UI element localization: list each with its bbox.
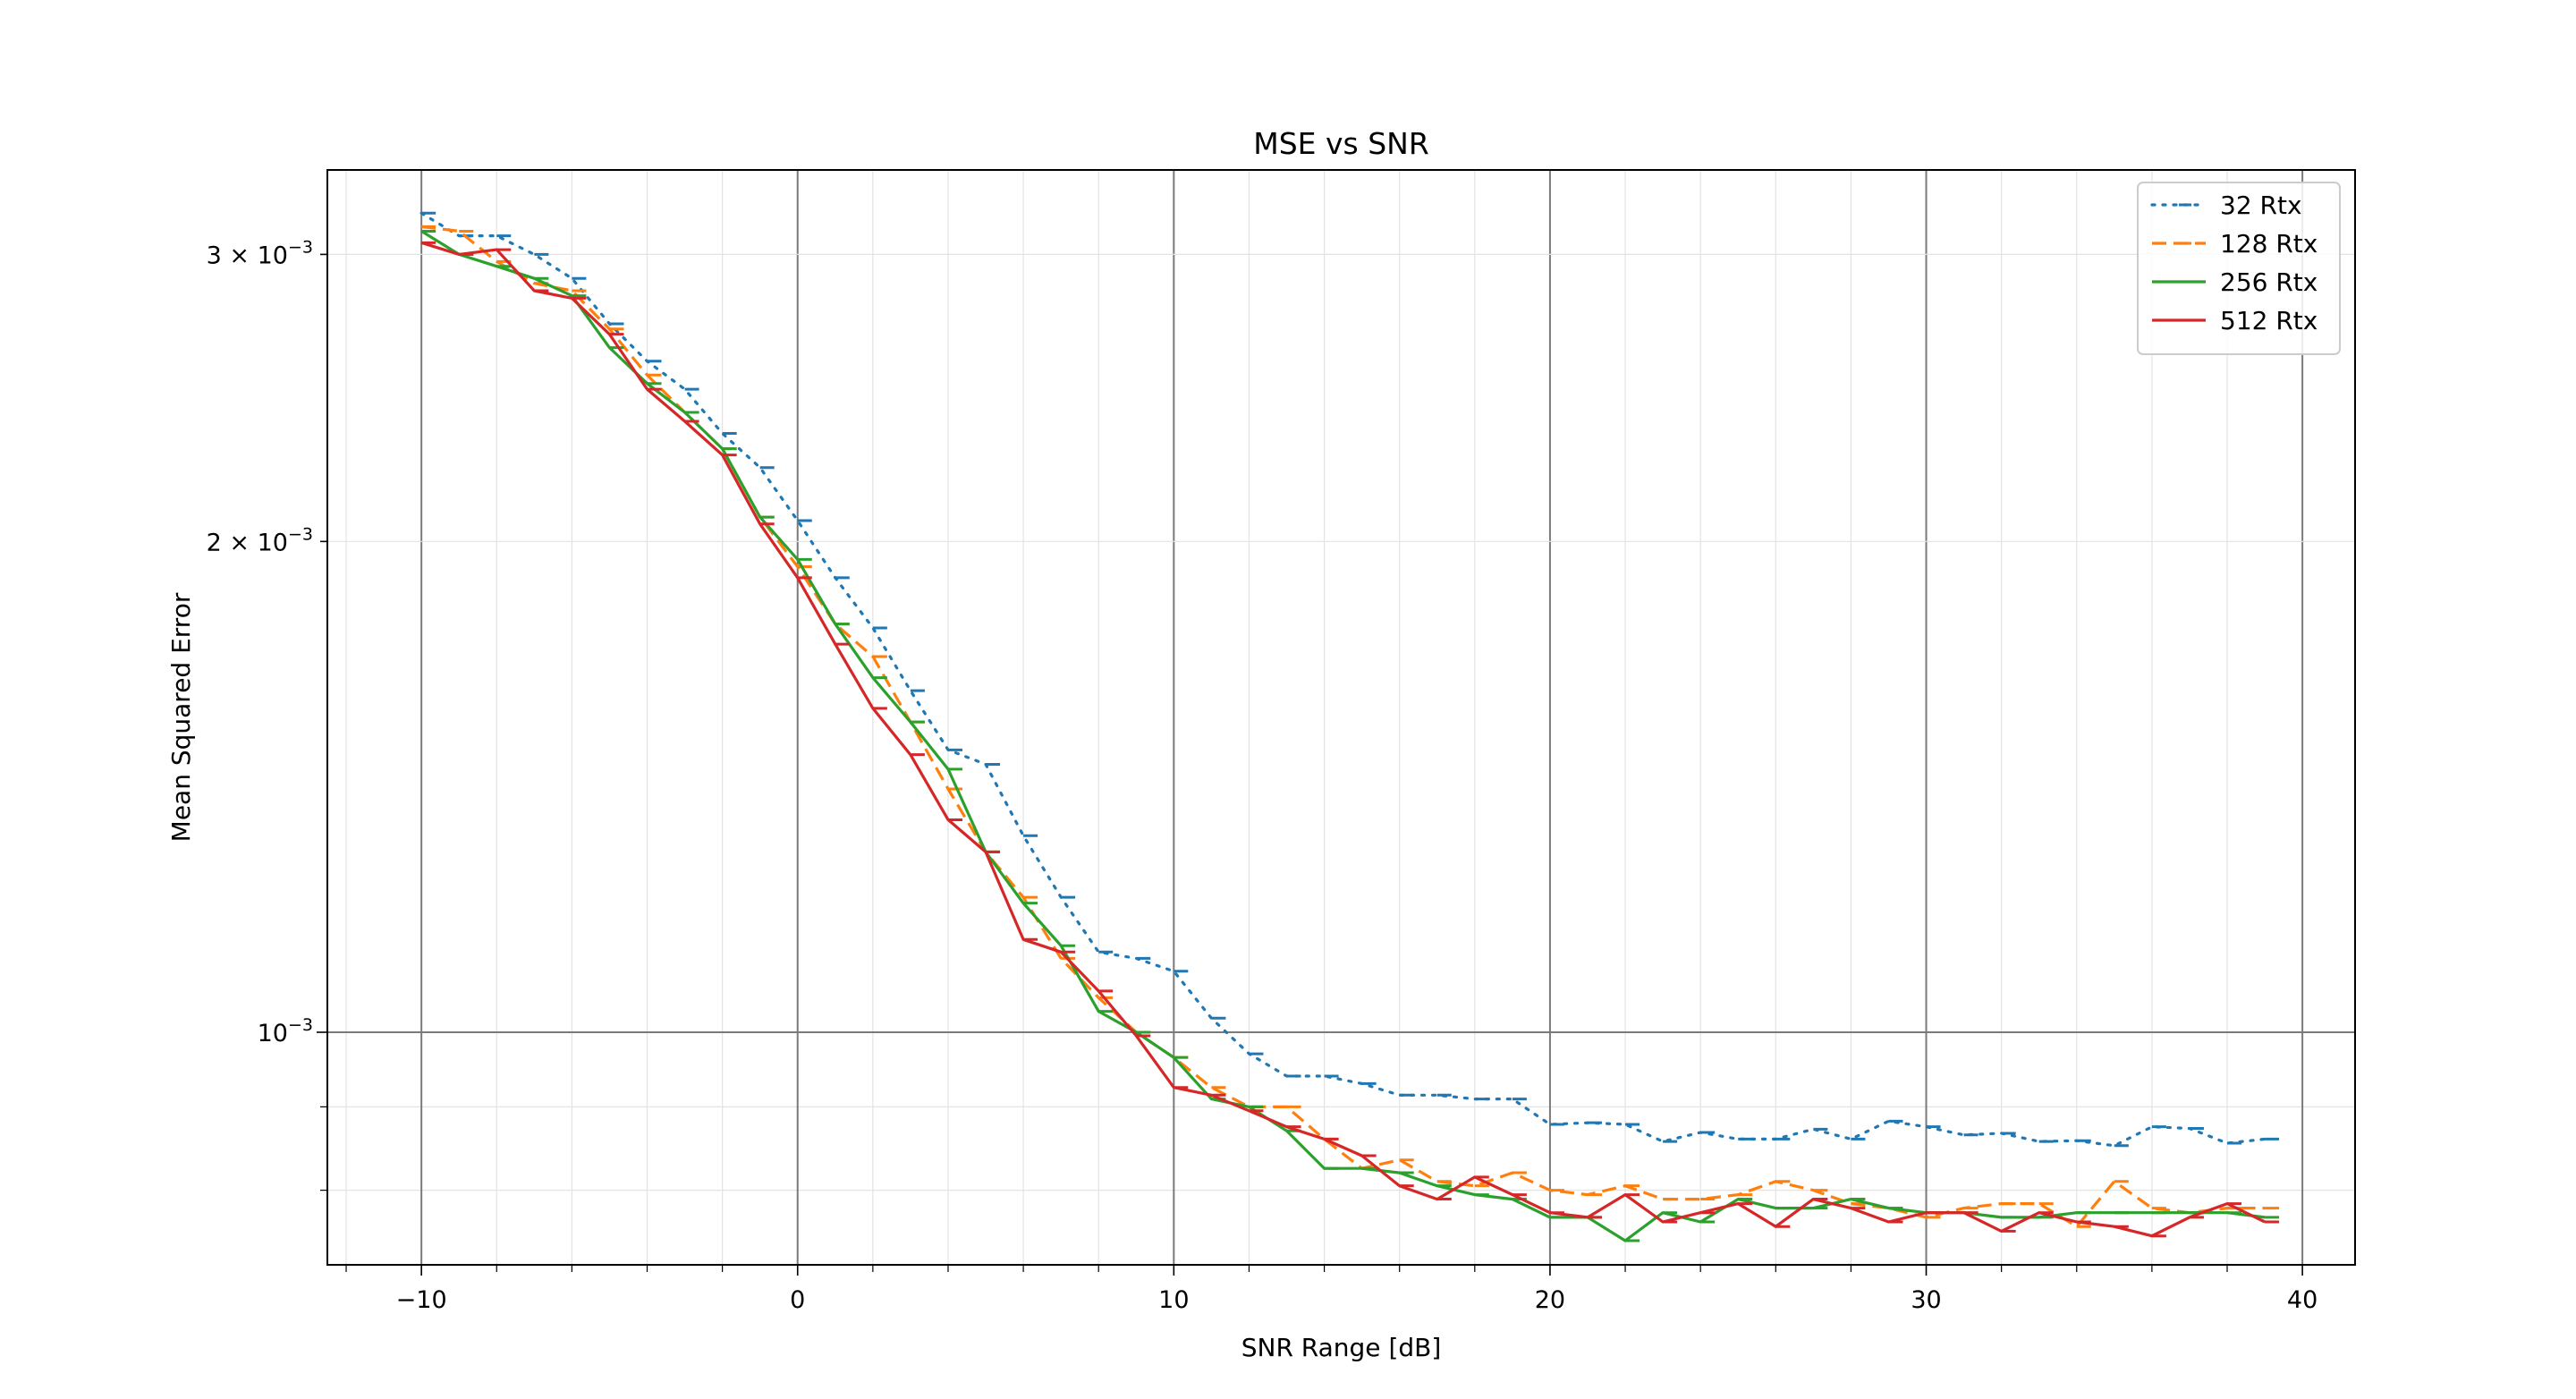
x-tick-label: 10 [1158, 1286, 1189, 1314]
y-tick-label: 2 × 10−3 [207, 524, 313, 556]
y-tick-label: 3 × 10−3 [207, 237, 313, 269]
legend-label: 128 Rtx [2220, 229, 2318, 259]
grid-layer [327, 170, 2355, 1265]
x-tick-label: −10 [396, 1286, 447, 1314]
legend: 32 Rtx 128 Rtx 256 Rtx 512 Rtx [2137, 182, 2341, 355]
legend-label: 256 Rtx [2220, 267, 2318, 297]
x-tick-label: 40 [2287, 1286, 2318, 1314]
series-32-rtx [419, 211, 2280, 1148]
plot-frame [326, 169, 2356, 1266]
legend-label: 512 Rtx [2220, 306, 2318, 335]
y-tick-label: 10−3 [258, 1015, 313, 1047]
x-tick-label: 0 [790, 1286, 805, 1314]
series-line [419, 211, 2267, 1148]
x-tick-label: 20 [1535, 1286, 1565, 1314]
series-layer [419, 211, 2280, 1242]
legend-label: 32 Rtx [2220, 191, 2302, 220]
x-tick-label: 30 [1911, 1286, 1941, 1314]
y-axis-label: Mean Squared Error [166, 592, 196, 842]
series-line [420, 241, 2266, 1238]
legend-box [2137, 182, 2341, 355]
chart-title: MSE vs SNR [1253, 126, 1429, 161]
x-axis-label: SNR Range [dB] [1241, 1333, 1442, 1362]
series-512-rtx [420, 241, 2280, 1238]
axis-layer: −10 0 10 20 30 40 10−3 2 × 10−3 3 × 10−3 [207, 237, 2318, 1314]
